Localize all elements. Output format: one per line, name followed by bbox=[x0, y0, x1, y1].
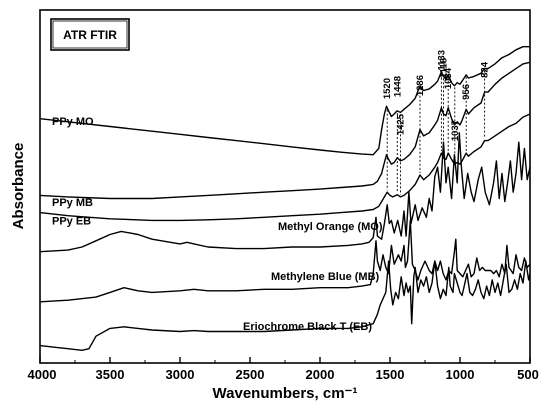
peak-label-0: 1520 bbox=[382, 78, 393, 99]
peak-label-8: 956 bbox=[461, 84, 472, 100]
series-line-2 bbox=[39, 113, 531, 222]
chart-title: ATR FTIR bbox=[63, 28, 117, 42]
series-label-1: PPy MB bbox=[52, 197, 93, 209]
x-tick-label-5: 1500 bbox=[376, 367, 405, 382]
series-line-0 bbox=[39, 46, 530, 156]
peak-label-1: 1448 bbox=[392, 76, 403, 97]
peak-label-4: 1133 bbox=[436, 50, 447, 71]
series-labels: PPy MO PPy MB PPy EB Methyl Orange (MO) Meth… bbox=[52, 116, 383, 333]
series-line-5 bbox=[39, 260, 531, 351]
title-box: ATR FTIR bbox=[50, 18, 130, 51]
x-axis-ticks: 4000 3500 3000 2500 2000 1500 1000 500 bbox=[28, 357, 539, 382]
series-label-2: PPy EB bbox=[52, 216, 91, 228]
series-line-3 bbox=[39, 132, 531, 253]
x-tick-label-4: 2000 bbox=[306, 367, 335, 382]
x-axis-label: Wavenumbers, cm⁻¹ bbox=[213, 385, 358, 402]
peak-label-9: 824 bbox=[480, 61, 491, 78]
series-label-3: Methyl Orange (MO) bbox=[278, 221, 383, 233]
x-tick-label-1: 3500 bbox=[96, 367, 125, 382]
series-layer bbox=[39, 46, 531, 351]
x-tick-label-7: 500 bbox=[517, 367, 539, 382]
x-tick-label-0: 4000 bbox=[28, 367, 57, 382]
peak-label-7: 1037 bbox=[450, 120, 461, 141]
series-label-4: Methylene Blue (MB) bbox=[271, 271, 380, 283]
series-label-0: PPy MO bbox=[52, 116, 94, 128]
plot-area bbox=[39, 9, 531, 364]
series-label-5: Eriochrome Black T (EB) bbox=[243, 321, 372, 333]
peak-label-3: 1286 bbox=[415, 75, 426, 96]
y-axis-label: Absorbance bbox=[10, 143, 27, 230]
series-line-4 bbox=[39, 219, 531, 303]
x-tick-label-2: 3000 bbox=[166, 367, 195, 382]
peak-label-6: 1118 bbox=[439, 58, 450, 78]
x-tick-label-3: 2500 bbox=[236, 367, 265, 382]
peak-label-2: 1425 bbox=[396, 113, 407, 135]
peak-label-5: 1084 bbox=[443, 67, 454, 89]
x-tick-label-6: 1000 bbox=[446, 367, 475, 382]
